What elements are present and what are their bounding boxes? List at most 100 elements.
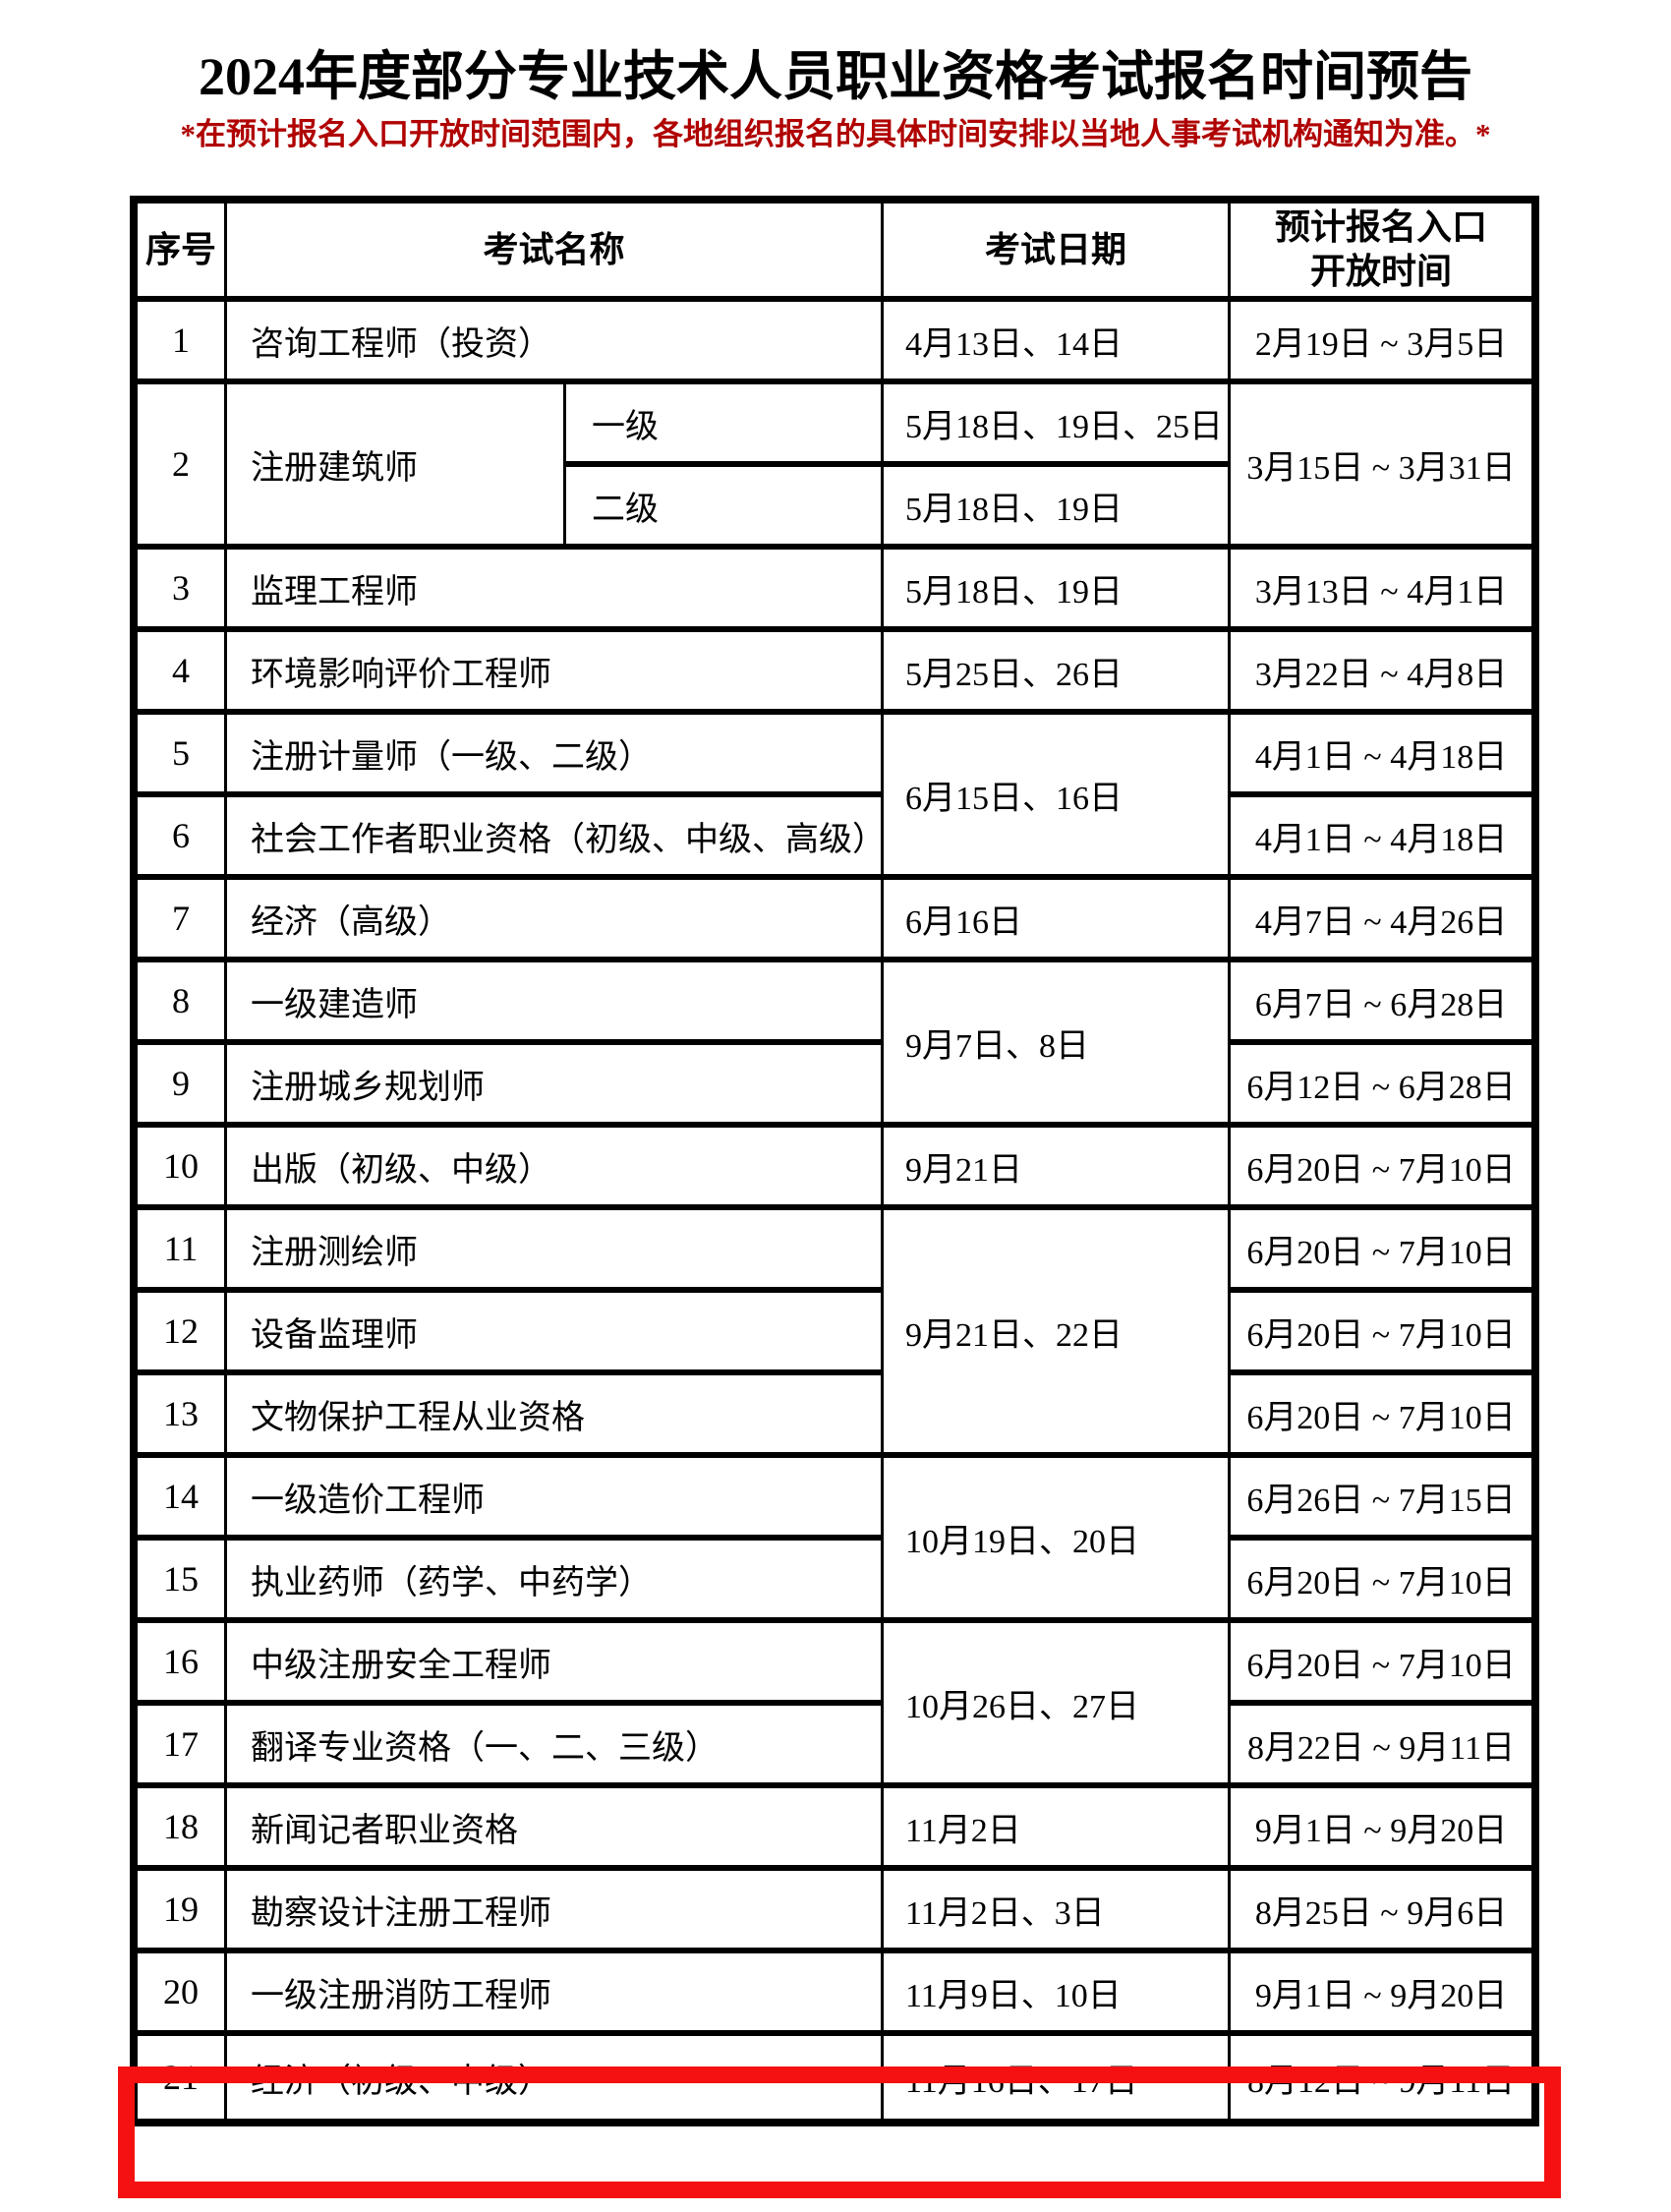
cell-registration-window: 6月20日 ~ 7月10日 bbox=[1231, 1210, 1532, 1294]
table-row-sublevel: 二级 5月18日、19日 bbox=[138, 467, 1531, 551]
cell-exam-date: 10月26日、27日 bbox=[884, 1623, 1232, 1789]
cell-registration-window: 8月22日 ~ 9月11日 bbox=[1231, 1706, 1532, 1789]
cell-index: 7 bbox=[138, 880, 227, 963]
cell-registration-window: 6月7日 ~ 6月28日 bbox=[1231, 962, 1532, 1046]
table-row-15: 15 执业药师（药学、中药学） 6月20日 ~ 7月10日 bbox=[138, 1541, 1532, 1624]
table-body: 1 咨询工程师（投资） 4月13日、14日 2月19日 ~ 3月5日 2 注册建筑师 一级 5… bbox=[138, 302, 1532, 2120]
col-header-index: 序号 bbox=[138, 204, 227, 303]
cell-registration-window: 4月7日 ~ 4月26日 bbox=[1231, 880, 1532, 963]
cell-index: 10 bbox=[138, 1128, 227, 1211]
cell-registration-window: 6月12日 ~ 6月28日 bbox=[1231, 1045, 1532, 1129]
cell-registration-window: 6月20日 ~ 7月10日 bbox=[1231, 1375, 1532, 1459]
table-row-12: 12 设备监理师 6月20日 ~ 7月10日 bbox=[138, 1293, 1532, 1376]
cell-registration-window: 9月1日 ~ 9月20日 bbox=[1231, 1953, 1532, 2037]
cell-exam-name: 执业药师（药学、中药学） bbox=[227, 1541, 885, 1624]
cell-index: 13 bbox=[138, 1375, 227, 1459]
cell-exam-date: 11月2日、3日 bbox=[884, 1871, 1232, 1954]
cell-exam-name: 设备监理师 bbox=[227, 1293, 885, 1376]
cell-registration-window: 6月20日 ~ 7月10日 bbox=[1231, 1293, 1532, 1376]
cell-registration-window: 6月20日 ~ 7月10日 bbox=[1231, 1128, 1532, 1211]
cell-exam-date: 11月2日 bbox=[884, 1788, 1232, 1872]
cell-index: 15 bbox=[138, 1541, 227, 1624]
cell-index: 1 bbox=[138, 302, 227, 385]
col-header-exam-date: 考试日期 bbox=[884, 204, 1232, 303]
cell-exam-date: 5月25日、26日 bbox=[884, 632, 1232, 716]
table-row-2: 2 注册建筑师 一级 5月18日、19日、25日 3月15日 ~ 3月31日 bbox=[138, 384, 1532, 551]
table-row-11: 11 注册测绘师 9月21日、22日 6月20日 ~ 7月10日 bbox=[138, 1210, 1532, 1459]
table-row-9: 9 注册城乡规划师 6月12日 ~ 6月28日 bbox=[138, 1045, 1532, 1129]
cell-index: 17 bbox=[138, 1706, 227, 1789]
cell-index: 6 bbox=[138, 797, 227, 881]
notice-text: *在预计报名入口开放时间范围内，各地组织报名的具体时间安排以当地人事考试机构通知… bbox=[180, 116, 1491, 151]
table-row-21: 21 经济（初级、中级） 11月16日、17日 8月12日 ~ 9月11日 bbox=[138, 2036, 1531, 2120]
cell-registration-window: 6月20日 ~ 7月10日 bbox=[1231, 1623, 1532, 1707]
cell-exam-name: 注册城乡规划师 bbox=[227, 1045, 885, 1129]
cell-exam-date: 4月13日、14日 bbox=[884, 302, 1232, 385]
cell-exam-name: 中级注册安全工程师 bbox=[227, 1623, 885, 1707]
cell-index: 8 bbox=[138, 962, 227, 1046]
cell-registration-window: 2月19日 ~ 3月5日 bbox=[1231, 302, 1532, 385]
cell-exam-name: 注册测绘师 bbox=[227, 1210, 885, 1294]
table-row-10: 10 出版（初级、中级） 9月21日 6月20日 ~ 7月10日 bbox=[138, 1128, 1532, 1211]
exam-schedule-table: 序号 考试名称 考试日期 预计报名入口 开放时间 1 咨询工程师（投资） 4月13日… bbox=[138, 204, 1532, 2120]
table-row-4: 4 环境影响评价工程师 5月25日、26日 3月22日 ~ 4月8日 bbox=[138, 632, 1532, 716]
cell-exam-name: 新闻记者职业资格 bbox=[227, 1788, 885, 1872]
cell-exam-level: 二级 bbox=[566, 467, 885, 551]
cell-exam-date: 6月16日 bbox=[884, 880, 1232, 963]
cell-index: 14 bbox=[138, 1458, 227, 1542]
cell-registration-window: 4月1日 ~ 4月18日 bbox=[1231, 797, 1532, 881]
cell-exam-date: 6月15日、16日 bbox=[884, 715, 1232, 881]
col-header-registration-window: 预计报名入口 开放时间 bbox=[1231, 204, 1532, 303]
table-row-16: 16 中级注册安全工程师 10月26日、27日 6月20日 ~ 7月10日 bbox=[138, 1623, 1532, 1789]
cell-exam-date: 11月9日、10日 bbox=[884, 1953, 1232, 2037]
page-title: 2024年度部分专业技术人员职业资格考试报名时间预告 bbox=[199, 47, 1472, 106]
cell-exam-name: 一级建造师 bbox=[227, 962, 885, 1046]
cell-exam-name: 文物保护工程从业资格 bbox=[227, 1375, 885, 1459]
cell-exam-name: 勘察设计注册工程师 bbox=[227, 1871, 885, 1954]
cell-exam-name: 监理工程师 bbox=[227, 550, 885, 633]
cell-index: 3 bbox=[138, 550, 227, 633]
table-row-6: 6 社会工作者职业资格（初级、中级、高级） 4月1日 ~ 4月18日 bbox=[138, 797, 1532, 881]
cell-registration-window: 8月12日 ~ 9月11日 bbox=[1246, 2063, 1516, 2100]
cell-index: 5 bbox=[138, 715, 227, 798]
cell-exam-date: 11月16日、17日 bbox=[884, 2036, 1232, 2120]
cell-index: 18 bbox=[138, 1788, 227, 1872]
cell-registration-window: 6月26日 ~ 7月15日 bbox=[1231, 1458, 1532, 1542]
cell-exam-name: 社会工作者职业资格（初级、中级、高级） bbox=[227, 797, 885, 881]
cell-exam-date: 5月18日、19日 bbox=[884, 550, 1232, 633]
table-row-17: 17 翻译专业资格（一、二、三级） 8月22日 ~ 9月11日 bbox=[138, 1706, 1532, 1789]
cell-index: 12 bbox=[138, 1293, 227, 1376]
cell-exam-name: 一级造价工程师 bbox=[227, 1458, 885, 1542]
table-row-5: 5 注册计量师（一级、二级） 6月15日、16日 4月1日 ~ 4月18日 bbox=[138, 715, 1532, 881]
cell-registration-window: 3月13日 ~ 4月1日 bbox=[1231, 550, 1532, 633]
table-row-14: 14 一级造价工程师 10月19日、20日 6月26日 ~ 7月15日 bbox=[138, 1458, 1532, 1624]
cell-exam-date: 9月21日、22日 bbox=[884, 1210, 1232, 1459]
exam-schedule-table-frame: 序号 考试名称 考试日期 预计报名入口 开放时间 1 咨询工程师（投资） 4月13日… bbox=[130, 196, 1540, 2127]
cell-exam-name: 出版（初级、中级） bbox=[227, 1128, 885, 1211]
cell-exam-date: 9月7日、8日 bbox=[884, 962, 1232, 1129]
cell-exam-name: 咨询工程师（投资） bbox=[227, 302, 885, 385]
table-row-20: 20 一级注册消防工程师 11月9日、10日 9月1日 ~ 9月20日 bbox=[138, 1953, 1532, 2037]
col-header-exam-name: 考试名称 bbox=[227, 204, 885, 303]
cell-exam-date: 9月21日 bbox=[884, 1128, 1232, 1211]
cell-exam-name: 经济（初级、中级） bbox=[227, 2036, 885, 2120]
cell-exam-date: 5月18日、19日 bbox=[884, 467, 1232, 551]
table-row-1: 1 咨询工程师（投资） 4月13日、14日 2月19日 ~ 3月5日 bbox=[138, 302, 1532, 385]
cell-index: 20 bbox=[138, 1953, 227, 2037]
table-row-8: 8 一级建造师 9月7日、8日 6月7日 ~ 6月28日 bbox=[138, 962, 1532, 1129]
cell-registration-window: 8月25日 ~ 9月6日 bbox=[1231, 1871, 1532, 1954]
cell-registration-window: 4月1日 ~ 4月18日 bbox=[1231, 715, 1532, 798]
table-row-13: 13 文物保护工程从业资格 6月20日 ~ 7月10日 bbox=[138, 1375, 1532, 1459]
cell-registration-window: 9月1日 ~ 9月20日 bbox=[1231, 1788, 1532, 1872]
cell-exam-date: 5月18日、19日、25日 bbox=[884, 384, 1232, 468]
cell-exam-name: 注册建筑师 bbox=[227, 384, 566, 551]
cell-exam-name: 注册计量师（一级、二级） bbox=[227, 715, 885, 798]
table-row-3: 3 监理工程师 5月18日、19日 3月13日 ~ 4月1日 bbox=[138, 550, 1532, 633]
cell-exam-name: 经济（高级） bbox=[227, 880, 885, 963]
cell-index: 21 bbox=[138, 2036, 227, 2120]
document-page: 2024年度部分专业技术人员职业资格考试报名时间预告 *在预计报名入口开放时间范… bbox=[0, 45, 1671, 2198]
cell-registration-window: 3月22日 ~ 4月8日 bbox=[1231, 632, 1532, 716]
cell-index: 4 bbox=[138, 632, 227, 716]
table-row-7: 7 经济（高级） 6月16日 4月7日 ~ 4月26日 bbox=[138, 880, 1532, 963]
cell-index: 19 bbox=[138, 1871, 227, 1954]
